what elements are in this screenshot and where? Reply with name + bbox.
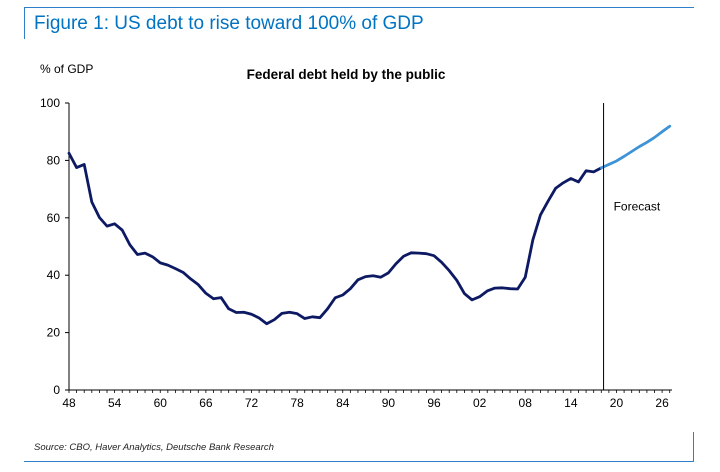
- y-axis: 0 20 40 60 80 100: [40, 96, 70, 397]
- x-tick-label: 02: [473, 396, 487, 410]
- frame-left-border: [24, 7, 25, 39]
- x-tick-label: 90: [382, 396, 396, 410]
- annotations: Forecast: [603, 103, 661, 390]
- y-tick-label: 100: [40, 96, 60, 110]
- x-tick-label: 78: [290, 396, 304, 410]
- y-tick-label: 20: [47, 326, 61, 340]
- x-tick-label: 26: [655, 396, 669, 410]
- x-tick-label: 96: [427, 396, 441, 410]
- y-tick-label: 60: [47, 211, 61, 225]
- x-tick-label: 20: [610, 396, 624, 410]
- frame-bottom-border: [24, 461, 694, 462]
- y-tick-label: 80: [47, 153, 61, 167]
- frame-top-border: [24, 7, 694, 8]
- x-tick-label: 84: [336, 396, 350, 410]
- y-axis-label: % of GDP: [40, 62, 93, 76]
- forecast-label: Forecast: [614, 199, 661, 213]
- chart-title: Federal debt held by the public: [247, 67, 446, 82]
- x-tick-label: 72: [245, 396, 259, 410]
- series-lines: [67, 124, 672, 326]
- y-tick-label: 40: [47, 268, 61, 282]
- frame-right-border: [693, 432, 694, 462]
- x-tick-label: 48: [62, 396, 76, 410]
- x-tick-label: 14: [564, 396, 578, 410]
- x-tick-label: 60: [154, 396, 168, 410]
- figure-title: Figure 1: US debt to rise toward 100% of…: [34, 13, 424, 34]
- y-tick-label: 0: [53, 383, 60, 397]
- x-tick-label: 66: [199, 396, 213, 410]
- forecast-series-line: [599, 124, 672, 170]
- x-tick-label: 08: [519, 396, 533, 410]
- source-note: Source: CBO, Haver Analytics, Deutsche B…: [34, 442, 274, 453]
- x-tick-label: 54: [108, 396, 122, 410]
- historical-series-line: [67, 151, 603, 326]
- x-axis: 48 54 60 66 72 78 84 90 96 02 08 14 20 26: [62, 389, 672, 410]
